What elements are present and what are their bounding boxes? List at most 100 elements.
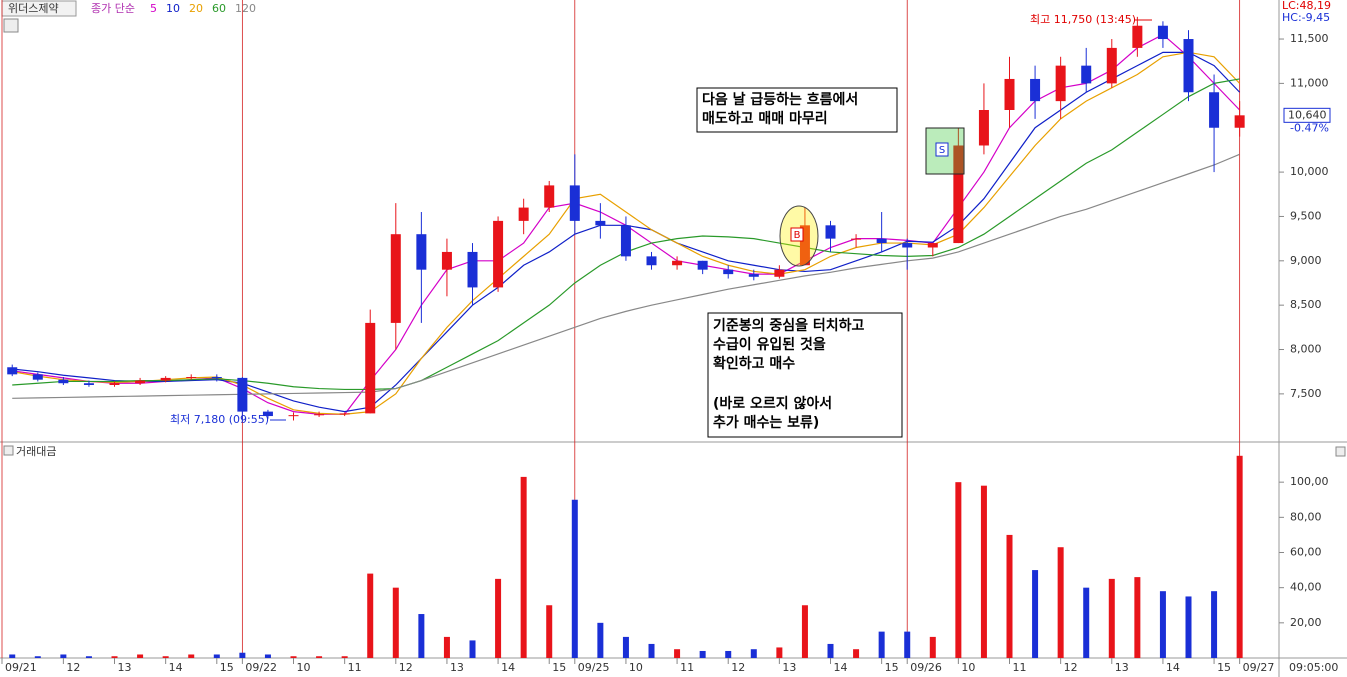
note-box [707, 312, 903, 438]
candle-body [1132, 25, 1143, 48]
volume-bar [1032, 570, 1039, 658]
volume-bar [60, 654, 67, 658]
candle-body [1209, 92, 1220, 128]
x-tick-label: 12 [731, 661, 745, 674]
candle-body [672, 260, 683, 266]
volume-bar [1057, 547, 1064, 658]
x-tick-label: 09/25 [578, 661, 610, 674]
icon[interactable] [3, 18, 19, 33]
candle-body [978, 110, 989, 146]
note-text: 매도하고 매매 마무리 [702, 110, 828, 127]
candle-body [1081, 65, 1092, 84]
candle-body [774, 269, 785, 277]
y-tick-label: 11,500 [1290, 32, 1329, 45]
volume-bar [1211, 591, 1218, 658]
volume-bar [239, 652, 246, 658]
note-text: 다음 날 급등하는 흐름에서 [702, 91, 858, 108]
legend-entry: 120 [235, 2, 256, 15]
legend-entry: 10 [166, 2, 180, 15]
volume-bar [137, 654, 144, 658]
note-text: 기준봉의 중심을 터치하고 [713, 317, 865, 334]
volume-bar [290, 656, 297, 658]
x-tick-label: 14 [501, 661, 515, 674]
candle-body [314, 414, 325, 416]
note-text: 확인하고 매수 [713, 355, 795, 372]
legend-entry: 60 [212, 2, 226, 15]
marker-box [790, 227, 804, 242]
volume-bar [980, 485, 987, 658]
volume-bar [34, 656, 41, 658]
low-note: 최저 7,180 (09:55) [170, 413, 269, 426]
candle-body [1183, 39, 1194, 93]
y-tick-label: 9,000 [1290, 254, 1322, 267]
candle-body [58, 379, 69, 384]
candle-body [851, 238, 862, 240]
candle-body [953, 145, 964, 244]
legend-entry: 5 [150, 2, 157, 15]
high-note: 최고 11,750 (13:45) [1030, 13, 1136, 26]
candle-body [1004, 78, 1015, 110]
y-tick-label: 20,00 [1290, 616, 1322, 629]
volume-bar [571, 499, 578, 658]
y-tick-label: 8,000 [1290, 343, 1322, 356]
volume-bar [1185, 596, 1192, 658]
volume-bar [674, 649, 681, 658]
lc-label: LC:48,19 [1282, 0, 1331, 12]
volume-title: 거래대금 [16, 445, 56, 458]
candle-body [544, 185, 555, 208]
volume-bar [622, 636, 629, 658]
candle-body [390, 234, 401, 323]
volume-bar [213, 654, 220, 658]
volume-bar [827, 643, 834, 658]
note-text: 수급이 유입된 것을 [713, 336, 826, 353]
candle-body [237, 377, 248, 412]
x-tick-label: 09/21 [5, 661, 37, 674]
volume-bar [418, 614, 425, 658]
volume-bar [495, 578, 502, 658]
x-tick-label: 12 [1064, 661, 1078, 674]
note-text: 추가 매수는 보류) [713, 415, 819, 431]
x-tick-label: 09/22 [245, 661, 277, 674]
volume-bar [878, 631, 885, 658]
x-tick-label: 11 [348, 661, 362, 674]
candle-body [569, 185, 580, 221]
ma-line [12, 153, 1240, 399]
volume-bar [929, 636, 936, 658]
volume-bar [520, 476, 527, 658]
ma-label: 종가 단순 [91, 2, 135, 15]
candle-body [697, 260, 708, 270]
volume-bar [85, 656, 92, 658]
volume-bar [1006, 534, 1013, 658]
panel-close[interactable] [1335, 446, 1346, 457]
y-tick-label: 7,500 [1290, 387, 1322, 400]
volume-bar [162, 656, 169, 658]
candle-body [1106, 47, 1117, 84]
volume-bar [955, 482, 962, 658]
icon[interactable] [3, 445, 14, 456]
volume-bar [316, 656, 323, 658]
candle-body [799, 225, 810, 266]
buy-marker: B [794, 230, 801, 241]
x-tick-label: 13 [118, 661, 132, 674]
x-tick-label: 15 [885, 661, 899, 674]
volume-bar [367, 573, 374, 658]
volume-bar [1236, 455, 1243, 658]
x-tick-label: 15 [552, 661, 566, 674]
candle-body [186, 377, 197, 379]
volume-bar [264, 654, 271, 658]
y-tick-label: 8,500 [1290, 298, 1322, 311]
x-tick-label: 09/26 [910, 661, 942, 674]
candle-body [83, 383, 94, 385]
x-tick-label: 13 [450, 661, 464, 674]
y-tick-label: 9,500 [1290, 209, 1322, 222]
candle-body [441, 251, 452, 270]
volume-bar [801, 605, 808, 658]
title: 위더스제약 [8, 1, 59, 15]
y-tick-label: 100,00 [1290, 475, 1329, 488]
candle-body [416, 234, 427, 270]
candle-body [288, 415, 299, 417]
candle-body [646, 256, 657, 266]
x-tick-label: 10 [629, 661, 643, 674]
x-tick-label: 10 [297, 661, 311, 674]
marker-box [935, 142, 949, 157]
